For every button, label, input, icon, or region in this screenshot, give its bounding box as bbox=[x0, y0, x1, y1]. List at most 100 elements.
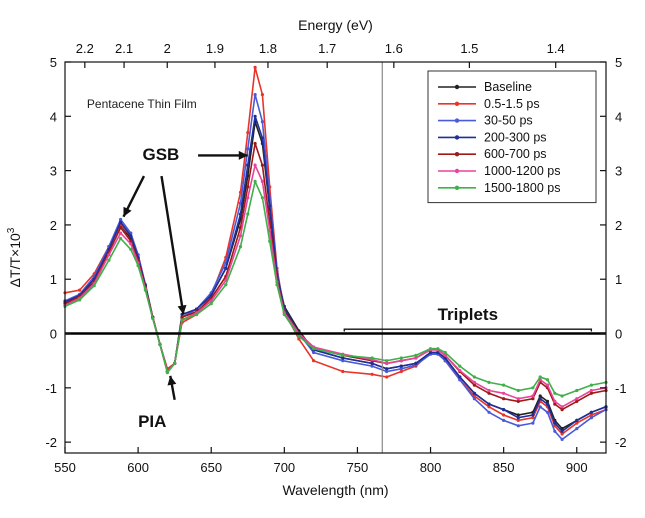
data-point bbox=[238, 212, 243, 216]
energy-tick-label: 2 bbox=[164, 41, 171, 56]
legend-swatch-marker bbox=[454, 101, 460, 107]
data-point bbox=[428, 347, 433, 351]
data-point bbox=[312, 347, 316, 351]
arrow-head bbox=[123, 206, 132, 217]
series-group bbox=[63, 178, 608, 398]
data-point bbox=[119, 236, 123, 241]
data-point bbox=[246, 196, 250, 200]
data-point bbox=[399, 356, 403, 360]
data-point bbox=[516, 424, 520, 428]
data-point bbox=[458, 375, 462, 379]
data-point bbox=[341, 356, 345, 360]
data-point bbox=[538, 405, 542, 409]
data-point bbox=[531, 386, 535, 390]
series-layer bbox=[63, 65, 608, 441]
data-point bbox=[516, 399, 520, 403]
data-point bbox=[282, 312, 286, 317]
data-point bbox=[472, 375, 476, 379]
data-point bbox=[246, 163, 250, 167]
data-point bbox=[238, 234, 243, 238]
data-point bbox=[502, 418, 506, 422]
data-point bbox=[399, 359, 403, 363]
data-point bbox=[516, 388, 520, 393]
data-point bbox=[487, 402, 491, 406]
data-point bbox=[458, 368, 462, 373]
data-point bbox=[575, 427, 579, 431]
data-point bbox=[180, 318, 184, 322]
data-point bbox=[575, 388, 579, 393]
data-point bbox=[246, 147, 250, 151]
data-point bbox=[195, 307, 199, 311]
data-point bbox=[260, 163, 264, 167]
data-point bbox=[260, 136, 264, 140]
data-point bbox=[246, 131, 250, 135]
data-point bbox=[531, 416, 535, 420]
data-point bbox=[560, 405, 564, 409]
data-point bbox=[78, 288, 82, 292]
data-point bbox=[531, 421, 535, 425]
energy-tick-label: 1.9 bbox=[206, 41, 224, 56]
data-point bbox=[268, 239, 272, 243]
energy-tick-label: 1.4 bbox=[547, 41, 565, 56]
data-point bbox=[553, 399, 557, 403]
energy-tick-label: 2.1 bbox=[115, 41, 133, 56]
x-tick-label: 800 bbox=[420, 460, 442, 475]
pia-annotation: PIA bbox=[138, 412, 166, 431]
y-tick-label-left: -2 bbox=[45, 435, 57, 450]
data-point bbox=[297, 337, 301, 341]
data-point bbox=[385, 359, 389, 363]
data-point bbox=[370, 356, 374, 360]
data-point bbox=[173, 361, 177, 365]
data-point bbox=[399, 367, 403, 371]
data-point bbox=[502, 391, 506, 395]
data-point bbox=[312, 350, 316, 355]
y-tick-label-right: 3 bbox=[615, 164, 622, 179]
data-point bbox=[538, 394, 542, 398]
triplets-annotation: Triplets bbox=[438, 305, 498, 324]
data-point bbox=[560, 408, 564, 412]
legend-entry-label: 30-50 ps bbox=[484, 114, 533, 128]
x-tick-label: 850 bbox=[493, 460, 515, 475]
arrow-shaft bbox=[160, 175, 185, 315]
legend-entry-label: 1500-1800 ps bbox=[484, 181, 560, 195]
data-point bbox=[195, 312, 199, 317]
axes-layer: 550 600 650 700 750 800 850 900 -2 -2 -1 -1 0 0 1 1 2 2 3 3… bbox=[45, 41, 626, 475]
data-point bbox=[370, 361, 374, 365]
energy-tick-label: 1.7 bbox=[318, 41, 336, 56]
y-tick-label-right: 0 bbox=[615, 327, 622, 342]
legend-entry-label: 600-700 ps bbox=[484, 147, 547, 161]
data-point bbox=[312, 359, 316, 363]
data-point bbox=[414, 353, 418, 357]
legend-swatch-marker bbox=[454, 118, 460, 123]
energy-tick-label: 1.6 bbox=[385, 41, 403, 56]
data-point bbox=[436, 350, 440, 355]
data-point bbox=[472, 397, 476, 401]
data-point bbox=[575, 397, 579, 401]
data-point bbox=[589, 391, 594, 395]
data-point bbox=[589, 416, 594, 420]
data-point bbox=[516, 418, 520, 422]
data-point bbox=[487, 405, 491, 409]
data-point bbox=[545, 402, 550, 406]
y-tick-label-left: -1 bbox=[45, 381, 57, 396]
data-point bbox=[399, 364, 403, 368]
data-point bbox=[516, 413, 520, 417]
x-tick-label: 900 bbox=[566, 460, 588, 475]
data-point bbox=[428, 350, 433, 355]
data-point bbox=[253, 163, 257, 167]
data-point bbox=[538, 397, 542, 401]
legend-entry-label: 200-300 ps bbox=[484, 130, 547, 144]
data-point bbox=[209, 302, 213, 306]
energy-tick-label: 1.5 bbox=[460, 41, 478, 56]
data-point bbox=[151, 316, 155, 320]
data-point bbox=[107, 253, 111, 257]
data-point bbox=[253, 179, 257, 184]
data-point bbox=[341, 353, 345, 357]
data-point bbox=[253, 65, 257, 69]
data-point bbox=[545, 383, 550, 387]
data-point bbox=[119, 226, 123, 230]
data-point bbox=[458, 364, 462, 368]
data-point bbox=[487, 410, 491, 414]
data-point bbox=[253, 141, 257, 146]
